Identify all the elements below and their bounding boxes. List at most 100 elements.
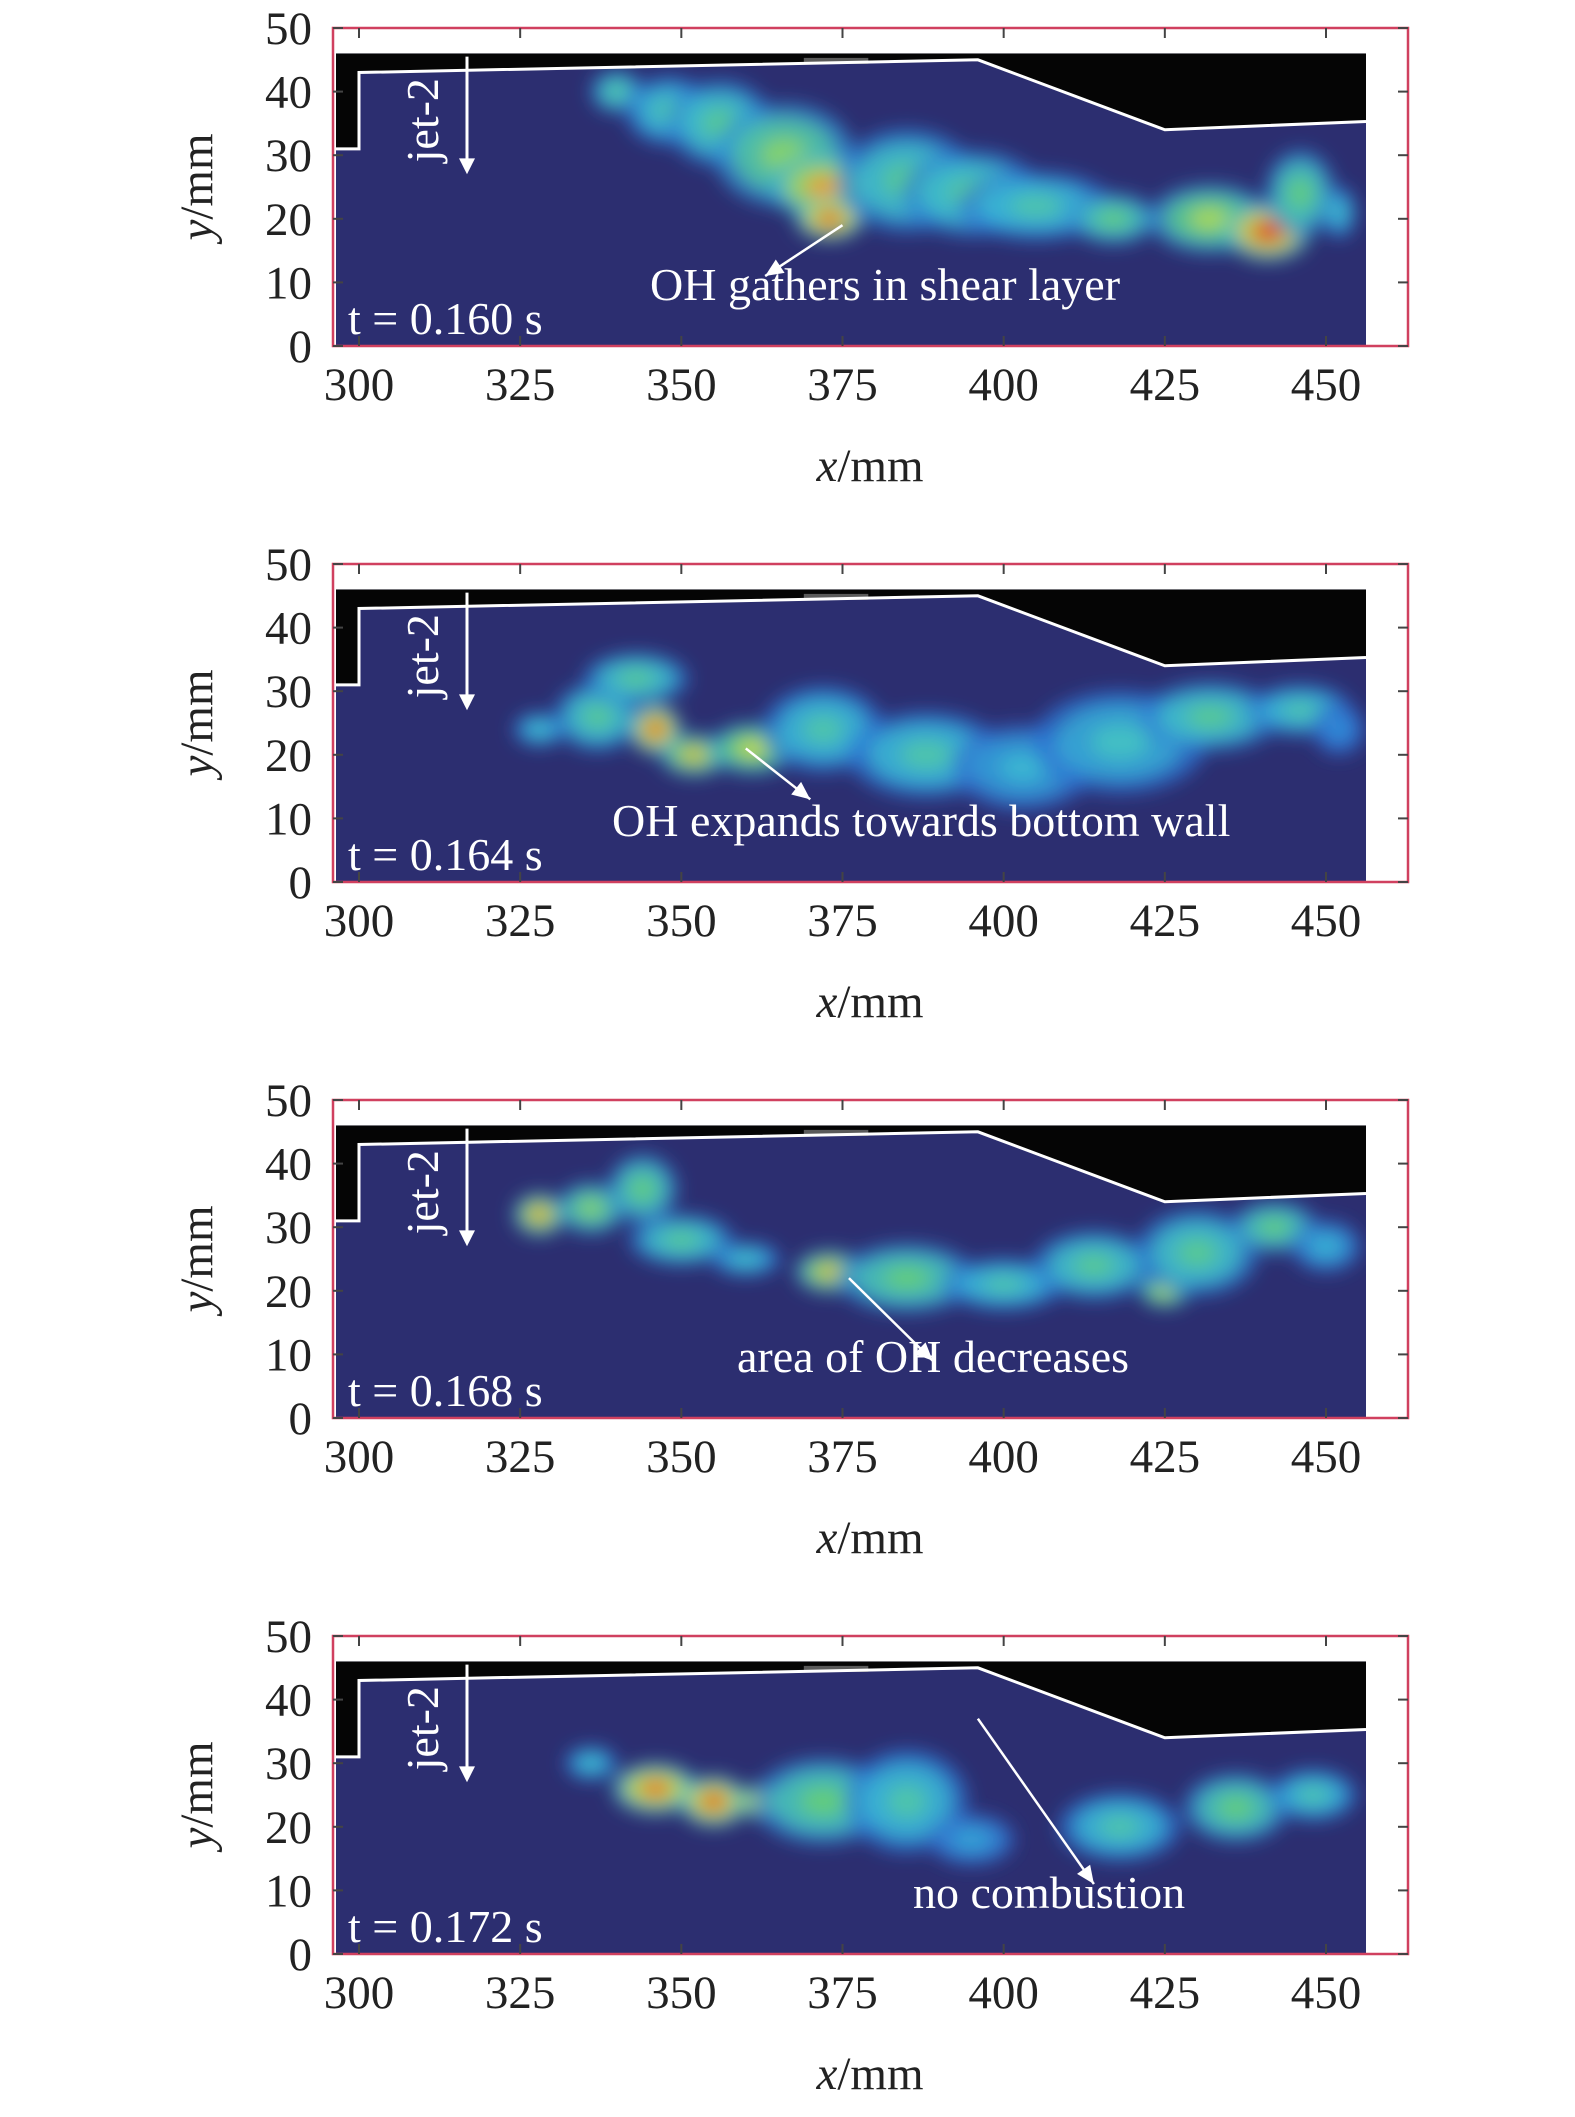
y-axis-label: y/mm	[171, 1741, 223, 1852]
combustor-wall	[336, 53, 1366, 149]
oh-blob-core	[818, 1264, 842, 1279]
jet-label: jet-2	[397, 1686, 448, 1772]
oh-blob-core	[734, 1253, 758, 1265]
plot-frame	[331, 26, 1410, 348]
x-tick-label: 300	[324, 1431, 395, 1483]
panel-3: 300 325 350 375 400 425 45001020304050x/mmy/mm…	[171, 1075, 1410, 1564]
y-tick-label: 0	[289, 857, 313, 909]
oh-blob-core	[701, 1792, 726, 1810]
y-tick-label: 20	[265, 1266, 312, 1318]
y-axis-var: y	[171, 756, 223, 781]
oh-blob-core	[805, 175, 841, 199]
oh-blob-core	[818, 211, 842, 226]
x-tick-label: 350	[646, 359, 717, 411]
x-tick-label: 400	[968, 895, 1039, 947]
combustor-wall	[336, 1125, 1366, 1221]
x-axis-var: x	[815, 976, 837, 1028]
combustor-wall	[336, 1661, 1366, 1757]
x-tick-label: 300	[324, 895, 395, 947]
y-tick-label: 40	[265, 1675, 312, 1727]
annotation-arrow-head	[791, 781, 811, 800]
annotation-arrow-head	[765, 259, 785, 277]
wall-contour	[336, 58, 1367, 151]
window-mark	[803, 593, 869, 600]
oh-blob-core	[1098, 210, 1128, 228]
y-axis-var: y	[171, 1292, 223, 1317]
y-axis-unit: /mm	[171, 1741, 223, 1827]
y-tick-label: 50	[265, 1075, 312, 1127]
oh-blob-core	[883, 1266, 931, 1290]
window-mark	[803, 1129, 869, 1136]
plot-frame	[331, 1634, 1410, 1956]
y-tick-label: 20	[265, 730, 312, 782]
oh-blob-core	[1259, 1218, 1289, 1236]
y-axis-label: y/mm	[171, 133, 223, 244]
x-tick-label: 375	[807, 1967, 878, 2019]
y-axis-var: y	[171, 1828, 223, 1853]
oh-blob-core	[682, 747, 706, 762]
time-label: t = 0.172 s	[348, 1901, 543, 1952]
y-tick-label: 30	[265, 1738, 312, 1790]
oh-blob-core	[1176, 1238, 1218, 1267]
oh-blob-core	[530, 1207, 549, 1222]
oh-blob-core	[799, 1787, 847, 1816]
x-tick-label: 425	[1130, 1431, 1201, 1483]
window-mark	[803, 1665, 869, 1672]
x-tick-label: 375	[807, 895, 878, 947]
oh-field	[513, 652, 1366, 811]
oh-blob-core	[608, 84, 626, 99]
x-axis-var: x	[815, 2048, 837, 2100]
oh-blob-core	[1218, 1796, 1254, 1820]
y-tick-label: 30	[265, 1202, 312, 1254]
oh-blob-core	[1298, 1786, 1328, 1804]
y-tick-label: 20	[265, 1802, 312, 1854]
oh-blur-layer	[564, 1746, 1357, 1866]
x-axis-unit: /mm	[837, 1512, 923, 1564]
oh-blob-core	[1099, 1815, 1141, 1839]
oh-blob-core	[886, 1784, 928, 1819]
x-tick-label: 325	[485, 1967, 556, 2019]
x-axis-unit: /mm	[837, 2048, 923, 2100]
jet-label: jet-2	[397, 78, 448, 164]
y-tick-label: 0	[289, 1393, 313, 1445]
time-label: t = 0.168 s	[348, 1365, 543, 1416]
annotation-text: OH expands towards bottom wall	[612, 795, 1230, 846]
oh-blob-core	[1189, 207, 1231, 231]
annotation-arrow-shaft	[976, 1717, 1095, 1885]
annotation-text: OH gathers in shear layer	[650, 259, 1120, 310]
y-tick-label: 30	[265, 130, 312, 182]
jet-label: jet-2	[397, 614, 448, 700]
oh-field	[513, 1154, 1361, 1313]
oh-blob-core	[582, 1757, 600, 1769]
annotation-arrow-head	[914, 1342, 933, 1361]
x-tick-label: 375	[807, 359, 878, 411]
x-tick-label: 375	[807, 1431, 878, 1483]
x-tick-label: 425	[1130, 895, 1201, 947]
wall-contour	[336, 1130, 1367, 1223]
oh-blob-core	[1009, 194, 1063, 218]
jet-arrow-head	[459, 694, 475, 711]
oh-blob-core	[983, 1275, 1024, 1294]
x-tick-label: 400	[968, 359, 1039, 411]
jet-arrow-head	[459, 158, 475, 175]
x-axis-label: x/mm	[815, 440, 923, 492]
y-tick-label: 20	[265, 194, 312, 246]
combustor-wall	[336, 589, 1366, 685]
oh-blob-core	[1333, 203, 1345, 222]
x-tick-label: 400	[968, 1431, 1039, 1483]
x-tick-label: 325	[485, 1431, 556, 1483]
y-tick-label: 50	[265, 3, 312, 55]
x-tick-label: 425	[1130, 1967, 1201, 2019]
x-tick-label: 350	[646, 895, 717, 947]
panel-4: 300 325 350 375 400 425 45001020304050x/mmy/mm…	[171, 1611, 1410, 2100]
oh-blob-core	[1314, 1237, 1338, 1255]
x-tick-label: 450	[1291, 1967, 1362, 2019]
oh-blob-core	[618, 669, 654, 688]
window-mark	[803, 57, 869, 64]
oh-blob-core	[1090, 724, 1149, 760]
y-tick-label: 10	[265, 1865, 312, 1917]
oh-blur-layer	[590, 70, 1357, 262]
x-tick-label: 300	[324, 1967, 395, 2019]
panel-1: 300 325 350 375 400 425 45001020304050x/mmy/mm…	[171, 3, 1410, 492]
